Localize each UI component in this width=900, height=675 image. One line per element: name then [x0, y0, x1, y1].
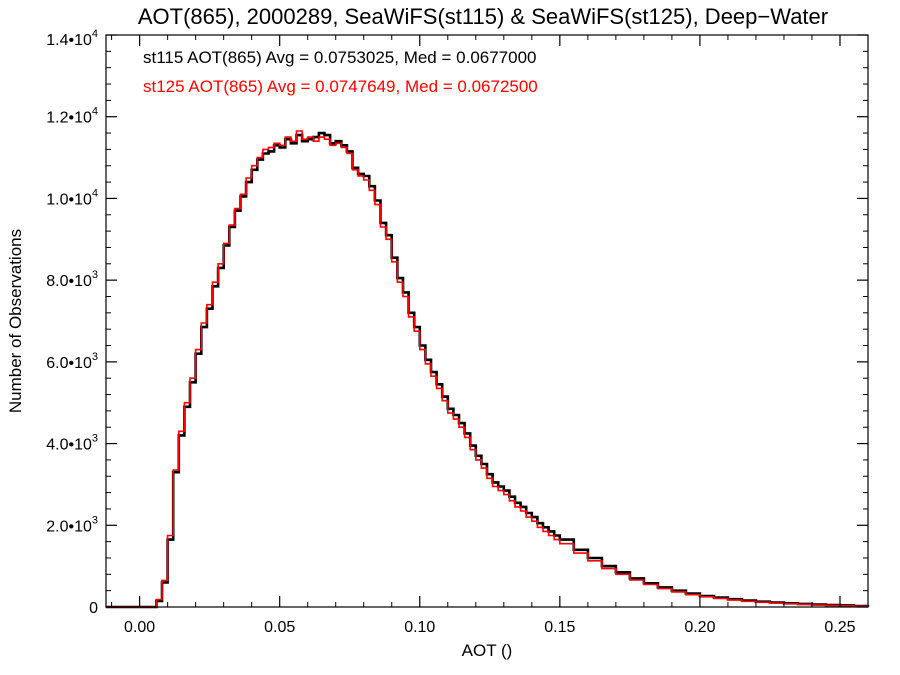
- stats-annotation-1: st115 AOT(865) Avg = 0.0753025, Med = 0.…: [143, 48, 537, 67]
- x-tick-label: 0.00: [124, 619, 155, 636]
- series-layer: [106, 130, 870, 609]
- x-tick-label: 0.25: [824, 619, 855, 636]
- y-tick-label: 6.0•103: [46, 351, 98, 372]
- y-tick-label: 1.4•104: [46, 28, 98, 49]
- y-tick-label: 4.0•103: [46, 433, 98, 454]
- plot-frame: [105, 34, 869, 608]
- annotation-layer: st115 AOT(865) Avg = 0.0753025, Med = 0.…: [143, 48, 538, 96]
- y-tick-label: 8.0•103: [46, 269, 98, 290]
- y-tick-label: 1.0•104: [46, 187, 98, 208]
- x-tick-label: 0.10: [404, 619, 435, 636]
- stats-annotation-2: st125 AOT(865) Avg = 0.0747649, Med = 0.…: [143, 77, 538, 96]
- y-axis-label: Number of Observations: [6, 229, 25, 413]
- ticks-layer: 0 2.0•103 4.0•103 6.0•103 8.0•103 1.0•104 1.2•…: [46, 28, 869, 636]
- y-tick-label: 2.0•103: [46, 514, 98, 535]
- x-tick-label: 0.20: [684, 619, 715, 636]
- x-axis-label: AOT (): [462, 641, 513, 660]
- x-tick-label: 0.15: [544, 619, 575, 636]
- y-tick-label: 1.2•104: [46, 106, 98, 127]
- series-line-1: [106, 131, 870, 609]
- y-tick-label: 0: [89, 600, 98, 617]
- x-tick-label: 0.05: [264, 619, 295, 636]
- chart-title: AOT(865), 2000289, SeaWiFS(st115) & SeaW…: [138, 4, 828, 29]
- series-line-2: [106, 130, 869, 608]
